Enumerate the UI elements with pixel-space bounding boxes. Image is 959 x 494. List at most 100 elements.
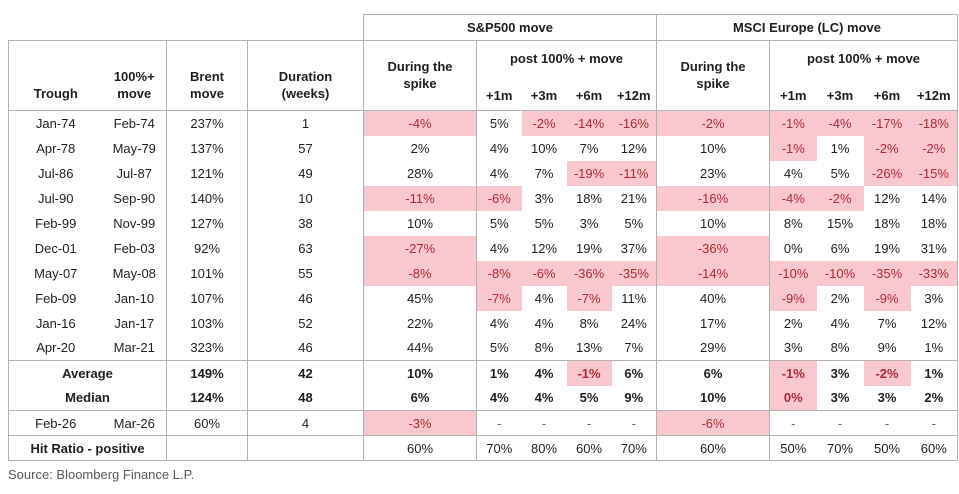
value-cell: 14% <box>910 185 958 211</box>
value-cell: 24% <box>611 310 657 336</box>
value-cell: 3% <box>783 340 803 356</box>
value-cell: 60% <box>363 435 477 461</box>
data-row: Jul-90 Sep-90 140% 10 -11% -6% 3% 18% 21% -16% -4%… <box>8 185 958 211</box>
sp-month-header-12m: +12m <box>611 76 657 111</box>
summary-label: Median <box>8 385 167 411</box>
value-cell: 11% <box>611 285 657 311</box>
value-cell: 40% <box>656 285 770 311</box>
table-body: Jan-74 Feb-74 237% 1 -4% 5% -2% -14% -16% -2% -1% -… <box>8 110 958 461</box>
sp-month-header-6m: +6m <box>566 76 612 111</box>
value-cell: 0% <box>769 385 817 411</box>
value-cell: -9% <box>863 285 911 311</box>
value-cell: 60% <box>656 435 770 461</box>
value-cell: 3% <box>579 215 599 231</box>
sp-month-header-3m: +3m <box>521 76 567 111</box>
group-header-row: S&P500 move MSCI Europe (LC) move <box>8 14 958 41</box>
value-cell: 4% <box>534 390 554 406</box>
date-cell: Jan-74 <box>8 110 103 136</box>
date-cell: Apr-20 <box>8 335 103 361</box>
date-cell: Mar-21 <box>102 335 167 361</box>
value-cell: 52 <box>247 310 364 336</box>
value-cell: -2% <box>816 185 864 211</box>
column-header-row: Trough 100%+ move Brent move Duration (w… <box>8 40 958 111</box>
value-cell: 4% <box>489 140 509 156</box>
value-cell: 80% <box>521 435 567 461</box>
value-cell: 7% <box>877 315 897 331</box>
col-header-trough-label: Trough <box>33 86 78 102</box>
date-cell: Feb-99 <box>8 210 103 236</box>
value-cell: 103% <box>166 310 248 336</box>
value-cell: 4% <box>534 315 554 331</box>
value-cell: -1% <box>769 360 817 386</box>
value-cell: 57 <box>247 135 364 161</box>
value-cell: 70% <box>476 435 522 461</box>
date-cell: Mar-26 <box>102 410 167 436</box>
value-cell: 29% <box>656 335 770 361</box>
data-row: Jan-74 Feb-74 237% 1 -4% 5% -2% -14% -16% -2% -1% -… <box>8 110 958 136</box>
value-cell: 6% <box>830 240 850 256</box>
value-cell: 8% <box>830 340 850 356</box>
value-cell: 18% <box>873 215 901 231</box>
msci-month-header-3m: +3m <box>816 76 864 111</box>
value-cell: - <box>611 410 657 436</box>
date-cell: Jan-17 <box>102 310 167 336</box>
value-cell: 5% <box>579 390 599 406</box>
value-cell: 70% <box>611 435 657 461</box>
value-cell: -27% <box>363 235 477 261</box>
msci-month-header-6m: +6m <box>863 76 911 111</box>
value-cell: 5% <box>611 210 657 236</box>
value-cell: 9% <box>877 340 897 356</box>
value-cell: 4 <box>247 410 364 436</box>
value-cell: 3% <box>910 285 958 311</box>
value-cell: 19% <box>575 240 603 256</box>
value-cell: 5% <box>830 165 850 181</box>
data-row: Dec-01 Feb-03 92% 63 -27% 4% 12% 19% 37% -36% 0% 6%… <box>8 235 958 261</box>
data-row: Jan-16 Jan-17 103% 52 22% 4% 4% 8% 24% 17% 2% 4% 7% 1… <box>8 310 958 336</box>
date-cell: Dec-01 <box>8 235 103 261</box>
value-cell: -4% <box>769 185 817 211</box>
value-cell: 4% <box>534 290 554 306</box>
value-cell: -1% <box>769 110 817 136</box>
data-row: Apr-78 May-79 137% 57 2% 4% 10% 7% 12% 10% -1% 1% -2… <box>8 135 958 161</box>
date-cell: Feb-09 <box>8 285 103 311</box>
msci-post-move-header: post 100% + move <box>769 40 958 77</box>
value-cell: 50% <box>863 435 911 461</box>
months-header-row: +1m +3m +6m +12m +1m +3m +6m +12m <box>9 76 958 111</box>
value-cell: 3% <box>877 390 897 406</box>
value-cell: 3% <box>534 190 554 206</box>
value-cell: 4% <box>489 390 509 406</box>
value-cell: 10% <box>363 210 477 236</box>
value-cell: 7% <box>534 165 554 181</box>
col-header-brent-label: Brent move <box>190 68 224 102</box>
value-cell: 15% <box>826 215 854 231</box>
value-cell: -33% <box>910 260 958 286</box>
value-cell: 1% <box>830 140 850 156</box>
value-cell: 22% <box>363 310 477 336</box>
value-cell: -3% <box>363 410 477 436</box>
value-cell: 2% <box>830 290 850 306</box>
date-cell: Sep-90 <box>102 185 167 211</box>
value-cell: 44% <box>363 335 477 361</box>
date-cell: Feb-74 <box>102 110 167 136</box>
data-row: Jul-86 Jul-87 121% 49 28% 4% 7% -19% -11% 23% 4% 5%… <box>8 160 958 186</box>
date-cell: May-07 <box>8 260 103 286</box>
value-cell: -16% <box>611 110 657 136</box>
value-cell: 137% <box>166 135 248 161</box>
hit-ratio-label: Hit Ratio - positive <box>8 435 167 461</box>
current-spike-row: Feb-26 Mar-26 60% 4 -3% - - - - -6% - - - - <box>8 410 958 436</box>
value-cell: 7% <box>579 140 599 156</box>
value-cell: 1% <box>910 360 958 386</box>
value-cell: 8% <box>579 315 599 331</box>
date-cell: Apr-78 <box>8 135 103 161</box>
col-header-duration-label: Duration (weeks) <box>278 68 333 102</box>
value-cell: 323% <box>166 335 248 361</box>
value-cell: 60% <box>910 435 958 461</box>
date-cell: Nov-99 <box>102 210 167 236</box>
value-cell: -4% <box>816 110 864 136</box>
value-cell: -2% <box>863 135 911 161</box>
value-cell: 18% <box>910 210 958 236</box>
value-cell: - <box>863 410 911 436</box>
value-cell: -2% <box>521 110 567 136</box>
value-cell: 5% <box>489 115 509 131</box>
date-cell: Feb-03 <box>102 235 167 261</box>
